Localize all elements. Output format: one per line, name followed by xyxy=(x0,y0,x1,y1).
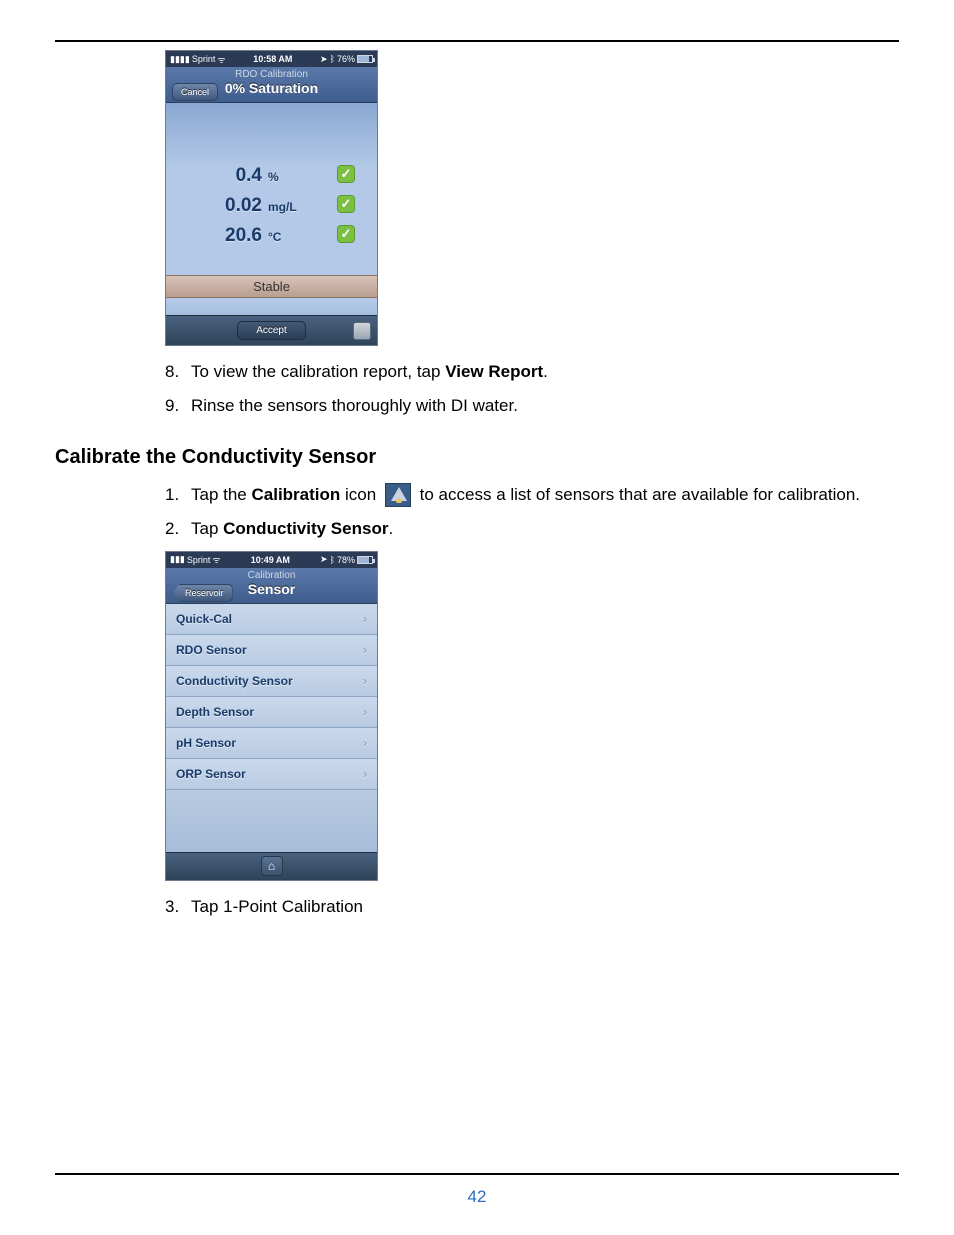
reading-unit: % xyxy=(268,170,279,184)
step-text: To view the calibration report, tap View… xyxy=(191,360,899,384)
reading-value: 20.6 xyxy=(166,225,262,247)
back-button[interactable]: Reservoir xyxy=(172,584,233,602)
status-bar: ▮▮▮ Sprint ᯤ 10:49 AM ➤ ᛒ 78% xyxy=(166,552,377,568)
chevron-right-icon: › xyxy=(363,767,367,781)
signal-icon: ▮▮▮ xyxy=(170,554,185,565)
phone-mock-sensor-list: ▮▮▮ Sprint ᯤ 10:49 AM ➤ ᛒ 78% Calibratio… xyxy=(165,551,378,881)
reading-unit: °C xyxy=(268,230,281,244)
step-1: 1. Tap the Calibration icon to access a … xyxy=(165,483,899,508)
wifi-icon: ᯤ xyxy=(212,553,220,566)
step-8: 8. To view the calibration report, tap V… xyxy=(165,360,899,384)
sensor-item-orp[interactable]: ORP Sensor› xyxy=(166,759,377,790)
steps-list-b: 1. Tap the Calibration icon to access a … xyxy=(165,483,899,541)
step-number: 8. xyxy=(165,360,191,384)
nav-subtitle: Calibration xyxy=(166,570,377,581)
bluetooth-icon: ᛒ xyxy=(330,555,335,565)
reading-unit: mg/L xyxy=(268,200,297,214)
check-icon: ✓ xyxy=(337,195,355,213)
sensor-item-rdo[interactable]: RDO Sensor› xyxy=(166,635,377,666)
step-text: Tap 1-Point Calibration xyxy=(191,895,899,919)
status-left: ▮▮▮▮ Sprint ᯤ xyxy=(170,53,226,66)
step-3: 3. Tap 1-Point Calibration xyxy=(165,895,899,919)
sensor-item-depth[interactable]: Depth Sensor› xyxy=(166,697,377,728)
status-right: ➤ ᛒ 76% xyxy=(320,54,373,65)
location-icon: ➤ xyxy=(320,554,328,565)
page-top-rule xyxy=(55,40,899,42)
check-icon: ✓ xyxy=(337,165,355,183)
chevron-right-icon: › xyxy=(363,705,367,719)
page-number: 42 xyxy=(0,1187,954,1207)
location-icon: ➤ xyxy=(320,54,328,65)
carrier-label: Sprint xyxy=(192,54,216,64)
check-icon: ✓ xyxy=(337,225,355,243)
reading-row: 20.6 °C ✓ xyxy=(166,221,377,251)
battery-icon xyxy=(357,55,373,63)
notes-icon[interactable] xyxy=(353,322,371,340)
toolbar: Accept xyxy=(166,315,377,345)
sensor-item-conductivity[interactable]: Conductivity Sensor› xyxy=(166,666,377,697)
nav-subtitle: RDO Calibration xyxy=(166,69,377,80)
accept-button[interactable]: Accept xyxy=(237,321,306,340)
battery-fill xyxy=(358,56,369,62)
step-number: 9. xyxy=(165,394,191,418)
status-left: ▮▮▮ Sprint ᯤ xyxy=(170,553,221,566)
section-heading: Calibrate the Conductivity Sensor xyxy=(55,446,899,469)
wifi-icon: ᯤ xyxy=(217,53,225,66)
signal-icon: ▮▮▮▮ xyxy=(170,54,190,65)
step-number: 3. xyxy=(165,895,191,919)
phone-mock-rdo-calibration: ▮▮▮▮ Sprint ᯤ 10:58 AM ➤ ᛒ 76% RDO Calib… xyxy=(165,50,378,346)
stable-status: Stable xyxy=(166,275,377,298)
chevron-right-icon: › xyxy=(363,736,367,750)
step-text: Rinse the sensors thoroughly with DI wat… xyxy=(191,394,899,418)
step-text: Tap Conductivity Sensor. xyxy=(191,517,899,541)
home-button[interactable]: ⌂ xyxy=(261,856,283,876)
sensor-item-ph[interactable]: pH Sensor› xyxy=(166,728,377,759)
status-right: ➤ ᛒ 78% xyxy=(320,554,373,565)
page-bottom-rule xyxy=(55,1173,899,1175)
step-2: 2. Tap Conductivity Sensor. xyxy=(165,517,899,541)
page-content: ▮▮▮▮ Sprint ᯤ 10:58 AM ➤ ᛒ 76% RDO Calib… xyxy=(55,50,899,929)
status-time: 10:49 AM xyxy=(251,555,290,565)
nav-bar: RDO Calibration 0% Saturation Cancel xyxy=(166,67,377,103)
steps-list-a: 8. To view the calibration report, tap V… xyxy=(165,360,899,418)
home-bar: ⌂ xyxy=(166,852,377,880)
step-number: 2. xyxy=(165,517,191,541)
calibration-icon xyxy=(385,483,411,507)
chevron-right-icon: › xyxy=(363,612,367,626)
sensor-item-quick-cal[interactable]: Quick-Cal› xyxy=(166,604,377,635)
sensor-list-body: Quick-Cal› RDO Sensor› Conductivity Sens… xyxy=(166,604,377,852)
list-empty-area xyxy=(166,790,377,852)
calibration-readings: 0.4 % ✓ 0.02 mg/L ✓ 20.6 °C ✓ Stable xyxy=(166,103,377,315)
battery-pct: 78% xyxy=(337,555,355,565)
chevron-right-icon: › xyxy=(363,643,367,657)
step-number: 1. xyxy=(165,483,191,508)
steps-list-c: 3. Tap 1-Point Calibration xyxy=(165,895,899,919)
bluetooth-icon: ᛒ xyxy=(330,54,335,64)
carrier-label: Sprint xyxy=(187,555,211,565)
nav-bar: Calibration Sensor Reservoir xyxy=(166,568,377,604)
reading-value: 0.02 xyxy=(166,195,262,217)
reading-row: 0.02 mg/L ✓ xyxy=(166,191,377,221)
step-9: 9. Rinse the sensors thoroughly with DI … xyxy=(165,394,899,418)
reading-row: 0.4 % ✓ xyxy=(166,161,377,191)
status-time: 10:58 AM xyxy=(253,54,292,64)
reading-value: 0.4 xyxy=(166,165,262,187)
status-bar: ▮▮▮▮ Sprint ᯤ 10:58 AM ➤ ᛒ 76% xyxy=(166,51,377,67)
sensor-list: Quick-Cal› RDO Sensor› Conductivity Sens… xyxy=(166,604,377,790)
step-text: Tap the Calibration icon to access a lis… xyxy=(191,483,899,508)
battery-pct: 76% xyxy=(337,54,355,64)
cancel-button[interactable]: Cancel xyxy=(172,83,218,101)
battery-icon xyxy=(357,556,373,564)
chevron-right-icon: › xyxy=(363,674,367,688)
battery-fill xyxy=(358,557,369,563)
